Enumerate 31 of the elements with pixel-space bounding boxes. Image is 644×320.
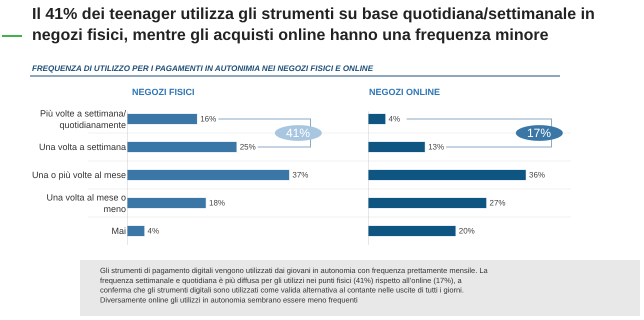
y-tick-label: Una volta a settimana xyxy=(38,142,126,152)
data-label: 25% xyxy=(240,142,256,152)
bar xyxy=(368,141,426,153)
y-tick-label: Più volte a settimana/ quotidianamente xyxy=(40,108,126,130)
chart-title: NEGOZI ONLINE xyxy=(369,87,440,97)
text: FREQUENZA DI UTILIZZO PER I PAGAMENTI IN AUTONIMIA NEI NEGOZI FISICI E ONLINE xyxy=(32,64,374,73)
bar xyxy=(368,113,386,125)
data-label: 20% xyxy=(458,226,475,236)
data-label: 36% xyxy=(529,170,546,180)
bar xyxy=(368,225,456,237)
data-label: 4% xyxy=(148,226,160,236)
y-tick-label: Mai xyxy=(111,226,126,236)
bar xyxy=(127,169,290,181)
text: 17% xyxy=(527,126,552,140)
data-label: 27% xyxy=(490,198,506,208)
bar xyxy=(127,197,206,209)
chart-title: NEGOZI FISICI xyxy=(132,87,195,97)
data-label: 16% xyxy=(200,114,216,124)
bar xyxy=(368,197,487,209)
annotation: 41% xyxy=(286,126,310,140)
y-tick-label: Una o più volte al mese xyxy=(32,170,126,180)
bar xyxy=(127,141,237,153)
text: Il 41% dei teenager utilizza gli strumenti su base quotidiana/settimanale in negozi fisici, mentre gli acquisti online hanno una frequenza minore xyxy=(32,6,595,44)
data-label: 4% xyxy=(388,114,400,124)
data-label: 13% xyxy=(428,142,444,152)
bar xyxy=(127,113,198,125)
bar xyxy=(127,225,145,237)
data-label: 18% xyxy=(209,198,226,208)
bar xyxy=(368,169,526,181)
data-label: 37% xyxy=(292,170,308,180)
y-tick-label: Una volta al mese o meno xyxy=(46,192,126,214)
